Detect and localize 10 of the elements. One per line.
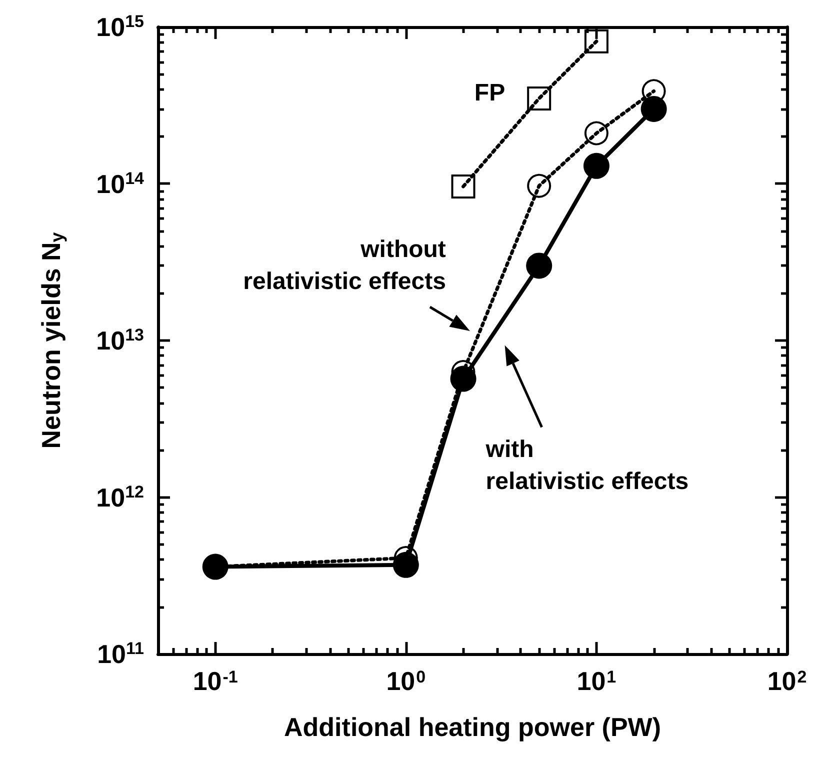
y-tick-label: 10$^{13}$ [96, 325, 144, 356]
series-label: FP [474, 79, 506, 106]
series-label: without relativistic effects [243, 236, 446, 296]
y-axis-title: Neutron yields Ny [36, 232, 67, 449]
y-tick-label: 10$^{12}$ [96, 482, 144, 512]
series-label: with relativistic effects [484, 436, 689, 496]
y-tick-label: 10$^{11}$ [97, 638, 144, 669]
y-tick-label: 10$^{15}$ [96, 12, 144, 42]
y-tick-label: 10$^{14}$ [96, 168, 145, 199]
x-axis-title: Additional heating power (PW) [284, 712, 661, 742]
